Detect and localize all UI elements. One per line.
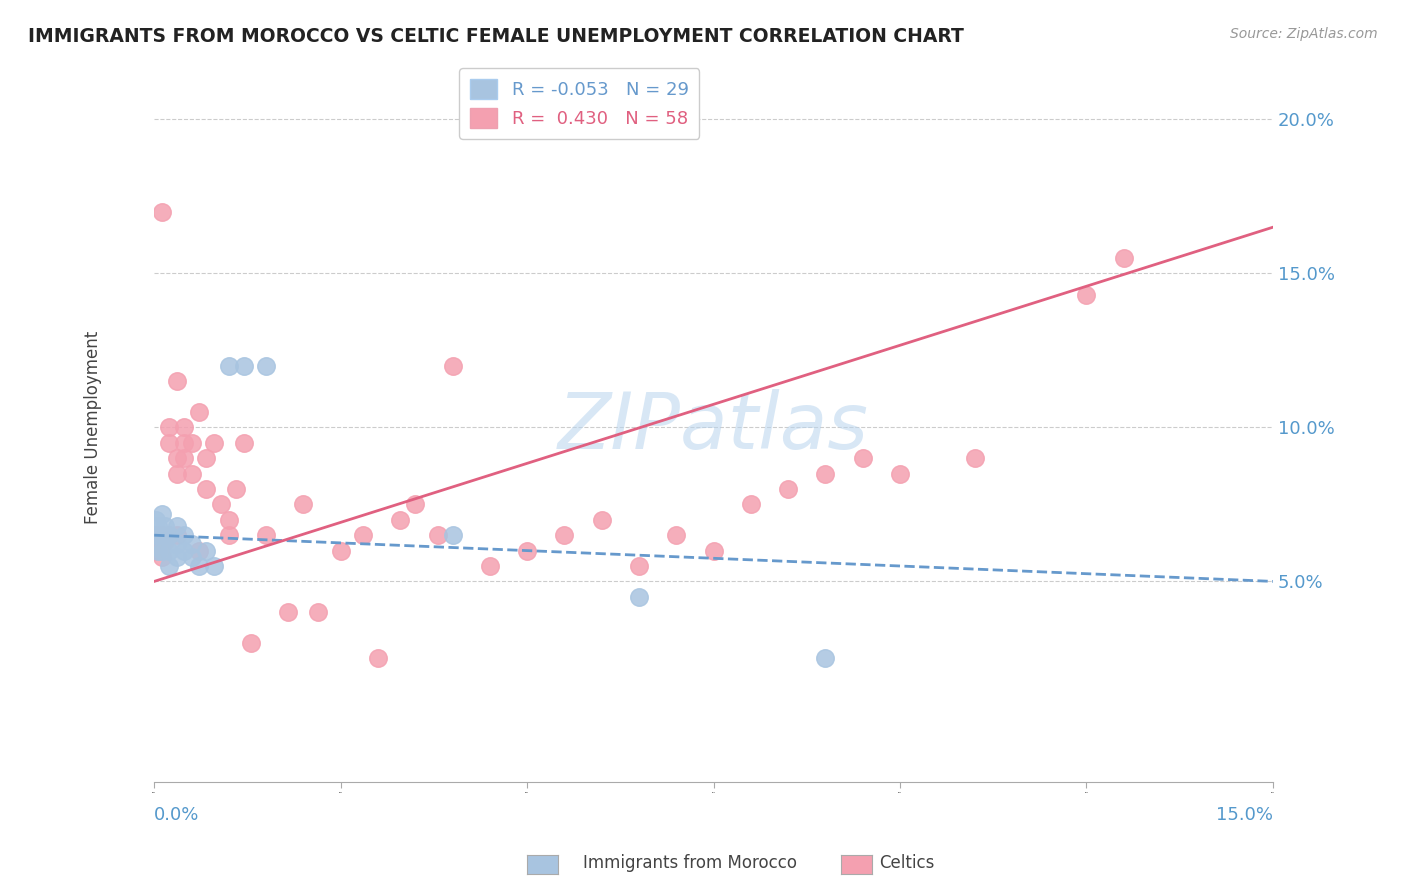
- Point: [155, 519, 177, 533]
- Point: [180, 537, 202, 551]
- Point: [166, 451, 188, 466]
- Point: [478, 559, 501, 574]
- Point: [218, 359, 240, 373]
- Point: [150, 507, 173, 521]
- Point: [254, 359, 277, 373]
- Point: [889, 467, 911, 481]
- Point: [202, 435, 225, 450]
- Point: [155, 528, 177, 542]
- Point: [173, 528, 195, 542]
- Point: [232, 435, 254, 450]
- Point: [157, 528, 180, 542]
- Point: [145, 528, 167, 542]
- Text: 0.0%: 0.0%: [155, 806, 200, 824]
- Point: [157, 528, 180, 542]
- Point: [852, 451, 875, 466]
- Point: [292, 497, 315, 511]
- Text: Source: ZipAtlas.com: Source: ZipAtlas.com: [1230, 27, 1378, 41]
- Point: [352, 528, 374, 542]
- Point: [157, 543, 180, 558]
- Point: [150, 549, 173, 564]
- Point: [426, 528, 449, 542]
- Point: [180, 435, 202, 450]
- Point: [307, 605, 329, 619]
- Point: [166, 549, 188, 564]
- Point: [145, 543, 167, 558]
- Text: Celtics: Celtics: [879, 855, 934, 872]
- Point: [188, 559, 211, 574]
- Point: [218, 528, 240, 542]
- Text: IMMIGRANTS FROM MOROCCO VS CELTIC FEMALE UNEMPLOYMENT CORRELATION CHART: IMMIGRANTS FROM MOROCCO VS CELTIC FEMALE…: [28, 27, 965, 45]
- Point: [627, 590, 650, 604]
- Point: [173, 543, 195, 558]
- Point: [157, 435, 180, 450]
- Point: [155, 534, 177, 549]
- Text: ZIPatlas: ZIPatlas: [558, 390, 869, 466]
- Point: [202, 559, 225, 574]
- Point: [195, 451, 218, 466]
- Point: [145, 513, 167, 527]
- Point: [209, 497, 232, 511]
- Point: [188, 543, 211, 558]
- Text: 15.0%: 15.0%: [1216, 806, 1272, 824]
- Point: [814, 651, 837, 665]
- Point: [145, 528, 167, 542]
- Point: [778, 482, 800, 496]
- Point: [963, 451, 986, 466]
- Point: [367, 651, 389, 665]
- Point: [150, 537, 173, 551]
- Point: [157, 420, 180, 434]
- Point: [150, 204, 173, 219]
- Point: [277, 605, 299, 619]
- Point: [146, 534, 169, 549]
- Point: [166, 374, 188, 388]
- Legend: R = -0.053   N = 29, R =  0.430   N = 58: R = -0.053 N = 29, R = 0.430 N = 58: [460, 68, 699, 138]
- Point: [180, 549, 202, 564]
- Point: [814, 467, 837, 481]
- Point: [188, 405, 211, 419]
- Point: [225, 482, 247, 496]
- Point: [148, 543, 170, 558]
- Point: [173, 420, 195, 434]
- Point: [329, 543, 352, 558]
- Point: [254, 528, 277, 542]
- Point: [150, 528, 173, 542]
- Point: [150, 528, 173, 542]
- Point: [218, 513, 240, 527]
- Point: [404, 497, 426, 511]
- Point: [173, 451, 195, 466]
- Point: [166, 528, 188, 542]
- Point: [146, 543, 169, 558]
- Point: [148, 528, 170, 542]
- Point: [441, 359, 464, 373]
- Text: Immigrants from Morocco: Immigrants from Morocco: [583, 855, 797, 872]
- Point: [240, 636, 263, 650]
- Text: Female Unemployment: Female Unemployment: [84, 331, 101, 524]
- Point: [516, 543, 538, 558]
- Point: [441, 528, 464, 542]
- Point: [389, 513, 412, 527]
- Point: [173, 435, 195, 450]
- Point: [553, 528, 575, 542]
- Point: [703, 543, 725, 558]
- Point: [1112, 251, 1135, 265]
- Point: [166, 519, 188, 533]
- Point: [195, 482, 218, 496]
- Point: [232, 359, 254, 373]
- Point: [627, 559, 650, 574]
- Point: [180, 467, 202, 481]
- Point: [665, 528, 688, 542]
- Point: [740, 497, 762, 511]
- Point: [166, 467, 188, 481]
- Point: [157, 559, 180, 574]
- Point: [195, 543, 218, 558]
- Point: [150, 543, 173, 558]
- Point: [166, 537, 188, 551]
- Point: [1076, 288, 1098, 302]
- Point: [146, 519, 169, 533]
- Point: [591, 513, 613, 527]
